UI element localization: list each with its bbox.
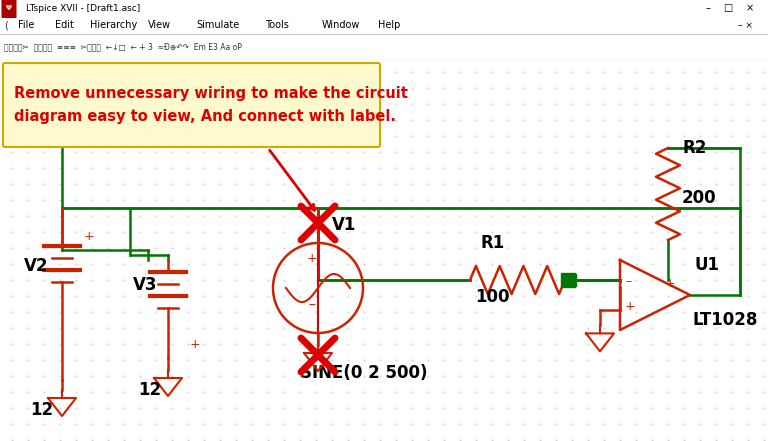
FancyBboxPatch shape [2, 0, 16, 25]
Text: V2: V2 [24, 257, 48, 275]
Text: LTspice XVII - [Draft1.asc]: LTspice XVII - [Draft1.asc] [26, 4, 141, 13]
Text: ×: × [746, 3, 754, 13]
Text: SINE(0 2 500): SINE(0 2 500) [300, 364, 428, 382]
Text: Help: Help [378, 20, 400, 30]
Text: 100: 100 [475, 288, 509, 306]
Text: +: + [665, 277, 676, 290]
Text: LT1028: LT1028 [692, 311, 757, 329]
Text: Hierarchy: Hierarchy [90, 20, 137, 30]
Text: 12: 12 [30, 401, 53, 419]
Text: –: – [706, 3, 710, 13]
Text: V3: V3 [133, 276, 157, 294]
Text: R2: R2 [682, 139, 707, 157]
Text: +: + [84, 230, 94, 243]
Text: (: ( [4, 20, 8, 30]
Text: +: + [190, 338, 200, 351]
Text: Ψ: Ψ [6, 5, 12, 11]
Text: +: + [306, 252, 317, 265]
Text: –: – [309, 299, 316, 313]
Text: Simulate: Simulate [196, 20, 240, 30]
Text: U1: U1 [695, 256, 720, 274]
Text: Window: Window [322, 20, 360, 30]
Text: 12: 12 [138, 381, 161, 399]
Text: 200: 200 [682, 189, 717, 207]
Text: Edit: Edit [55, 20, 74, 30]
Text: File: File [18, 20, 35, 30]
Text: 🔴🗂💾🔧✂  🔍🔍🔍🔍  ≡≡≡  ✂📋🔭🖨  ←↓□  ← + 3  ≈Ð⊕↶↷  Em E3 Aа oP: 🔴🗂💾🔧✂ 🔍🔍🔍🔍 ≡≡≡ ✂📋🔭🖨 ←↓□ ← + 3 ≈Ð⊕↶↷ Em E… [4, 42, 242, 52]
Text: +: + [625, 300, 636, 313]
Text: View: View [148, 20, 171, 30]
FancyBboxPatch shape [3, 63, 380, 147]
Text: Tools: Tools [265, 20, 289, 30]
Text: –: – [625, 275, 631, 288]
Text: Remove unnecessary wiring to make the circuit
diagram easy to view, And connect : Remove unnecessary wiring to make the ci… [14, 86, 408, 124]
Text: V1: V1 [332, 216, 356, 234]
Text: R1: R1 [480, 234, 505, 252]
Text: □: □ [723, 3, 733, 13]
Text: – ×: – × [738, 21, 756, 30]
